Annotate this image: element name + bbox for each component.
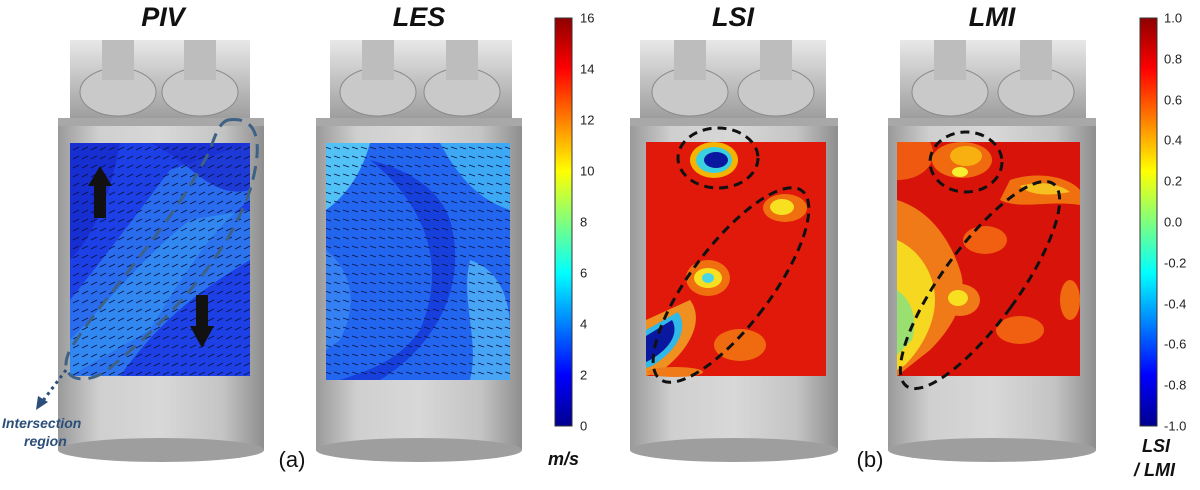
velocity-tick: 16 <box>580 10 595 26</box>
index-tick: -0.2 <box>1164 255 1187 271</box>
index-tick: 0.6 <box>1164 92 1183 108</box>
index-tick: 0.4 <box>1164 132 1183 148</box>
piv-panel <box>36 40 264 462</box>
intersection-region-outline <box>64 118 259 381</box>
index-tick: 0.8 <box>1164 51 1183 67</box>
index-tick: 1.0 <box>1164 10 1183 26</box>
velocity-tick: 0 <box>580 418 588 434</box>
velocity-tick: 14 <box>580 61 595 77</box>
dashed-ellipse-marker-icon <box>898 179 1062 391</box>
lsi-title: LSI <box>711 2 755 32</box>
annotation-line1: Intersection <box>2 415 82 431</box>
lsi-panel <box>630 40 838 462</box>
index-tick: -0.6 <box>1164 336 1187 352</box>
cylinder-head-icon <box>70 40 250 120</box>
index-tick: 0.0 <box>1164 214 1183 230</box>
velocity-tick: 2 <box>580 367 588 383</box>
lmi-panel <box>888 40 1096 462</box>
flow-direction-arrow-icon <box>88 166 112 218</box>
index-tick: -0.8 <box>1164 377 1187 393</box>
piv-title: PIV <box>141 2 185 32</box>
index-tick: -0.4 <box>1164 296 1187 312</box>
lmi-title: LMI <box>968 2 1016 32</box>
cylinder-head-icon <box>900 40 1086 120</box>
intersection-region-label: Intersection region <box>2 414 81 450</box>
annotation-line2: region <box>24 433 67 449</box>
les-title: LES <box>392 2 446 32</box>
subfigure-label-a: (a) <box>278 447 306 472</box>
velocity-colorbar <box>554 17 573 427</box>
cylinder-head-icon <box>330 40 512 120</box>
velocity-unit-label: m/s <box>548 449 580 469</box>
velocity-tick: 6 <box>580 265 588 281</box>
flow-direction-arrow-icon <box>190 295 214 348</box>
subfigure-label-b: (b) <box>856 447 884 472</box>
lsi-contour-field <box>646 142 826 377</box>
index-unit-line1: LSI <box>1142 436 1171 456</box>
index-colorbar <box>1139 17 1158 427</box>
les-velocity-field <box>326 143 510 380</box>
velocity-tick: 8 <box>580 214 588 230</box>
les-panel <box>316 40 522 462</box>
pointer-arrowhead-icon <box>36 396 48 410</box>
index-unit-line2: / LMI <box>1134 460 1175 480</box>
lmi-contour-field <box>897 142 1080 376</box>
velocity-tick: 10 <box>580 163 595 179</box>
index-tick: -1.0 <box>1164 418 1187 434</box>
velocity-tick: 4 <box>580 316 588 332</box>
velocity-tick: 12 <box>580 112 595 128</box>
dashed-ellipse-marker-icon <box>928 130 1004 194</box>
index-tick: 0.2 <box>1164 173 1183 189</box>
dashed-ellipse-marker-icon <box>676 126 760 190</box>
dashed-ellipse-marker-icon <box>651 186 811 384</box>
cylinder-head-icon <box>640 40 826 120</box>
